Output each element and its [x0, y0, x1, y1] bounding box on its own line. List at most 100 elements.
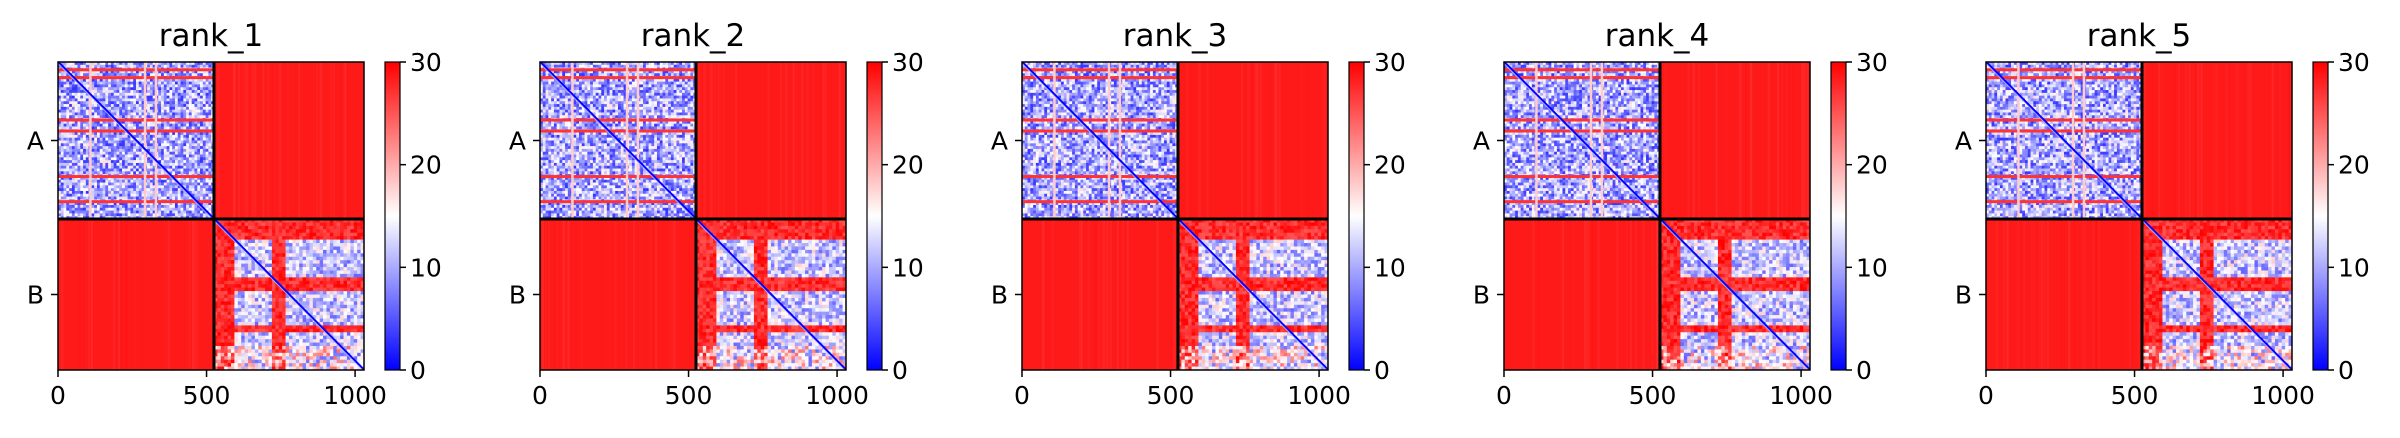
- cell-a: [130, 157, 134, 161]
- cell-a: [124, 140, 129, 144]
- cell-a: [163, 210, 168, 214]
- cell-a: [133, 207, 137, 212]
- cell-b: [343, 363, 348, 368]
- cell-a: [149, 182, 154, 186]
- cell-a: [169, 87, 173, 91]
- cell-a: [174, 84, 179, 88]
- cell-a: [69, 84, 73, 88]
- cell-a: [183, 210, 187, 214]
- cell-a: [183, 151, 187, 156]
- cell-b: [302, 349, 307, 354]
- cell-a: [172, 104, 176, 108]
- cell-a: [63, 70, 67, 74]
- cell-a: [60, 190, 65, 195]
- cell-b: [340, 294, 345, 299]
- cell-a: [191, 78, 196, 83]
- cell-b: [333, 249, 338, 254]
- cell-a: [186, 84, 190, 88]
- cell-b: [231, 270, 236, 275]
- cell-b: [282, 267, 287, 272]
- cell-b: [299, 291, 304, 296]
- cell-b: [309, 256, 314, 261]
- cell-a: [74, 109, 79, 114]
- cell-b: [288, 232, 293, 237]
- cell-a: [113, 123, 118, 128]
- cell-b: [227, 280, 232, 285]
- cell-a: [119, 182, 123, 186]
- cell-a: [166, 185, 171, 189]
- cell-b: [251, 253, 256, 258]
- cell-a: [208, 106, 212, 111]
- cell-a: [183, 92, 187, 97]
- cell-b: [288, 284, 293, 289]
- cell-a: [96, 106, 101, 111]
- cell-b: [353, 321, 358, 326]
- cell-a: [180, 115, 184, 119]
- cell-a: [110, 78, 115, 83]
- cell-a: [183, 140, 187, 144]
- cell-a: [85, 134, 90, 139]
- cell-a: [102, 70, 106, 74]
- cell-a: [158, 148, 162, 153]
- cell-b: [299, 256, 304, 261]
- cell-b: [265, 256, 270, 261]
- cell-b: [261, 260, 266, 265]
- cell-a: [197, 92, 201, 97]
- cell-a: [152, 109, 157, 114]
- cell-a: [163, 190, 168, 195]
- cell-a: [69, 176, 73, 181]
- cell-a: [116, 126, 120, 130]
- cell-b: [295, 249, 300, 254]
- cell-a: [188, 112, 193, 116]
- cell-a: [166, 81, 171, 86]
- cell-a: [113, 188, 118, 192]
- cell-a: [110, 196, 115, 200]
- cell-a: [172, 78, 176, 83]
- cell-b: [231, 321, 236, 326]
- cell-a: [69, 62, 73, 66]
- cell-a: [83, 171, 87, 175]
- cell-a: [208, 126, 212, 130]
- cell-a: [94, 123, 98, 128]
- cell-b: [224, 308, 229, 313]
- cell-a: [194, 204, 198, 209]
- cell-b: [231, 284, 236, 289]
- cell-a: [141, 62, 145, 66]
- cell-b: [220, 366, 225, 370]
- cell-a: [116, 112, 120, 116]
- cell-b: [333, 352, 338, 357]
- cell-b: [261, 356, 266, 361]
- cell-a: [69, 182, 73, 186]
- cell-b: [312, 232, 317, 237]
- cell-a: [60, 106, 65, 111]
- cell-a: [122, 182, 126, 186]
- cell-a: [63, 182, 67, 186]
- cell-a: [141, 109, 145, 114]
- cell-a: [113, 213, 118, 217]
- cell-b: [319, 328, 324, 333]
- cell-b: [224, 253, 229, 258]
- cell-b: [237, 225, 242, 230]
- cell-a: [102, 193, 106, 198]
- cell-a: [166, 78, 171, 83]
- cell-b: [271, 284, 276, 289]
- cell-b: [323, 308, 328, 313]
- cell-b: [261, 273, 266, 278]
- cell-b: [224, 294, 229, 299]
- cell-a: [138, 101, 143, 105]
- cell-b: [261, 363, 266, 368]
- cell-a: [163, 78, 168, 83]
- cell-a: [188, 106, 193, 111]
- cell-b: [213, 308, 218, 313]
- cell-a: [122, 140, 126, 144]
- cell-b: [312, 363, 317, 368]
- cell-b: [248, 332, 253, 337]
- cell-b: [254, 280, 259, 285]
- cell-a: [91, 109, 95, 114]
- cell-a: [186, 137, 190, 142]
- cell-a: [208, 193, 212, 198]
- cell-b: [306, 225, 311, 230]
- cell-a: [188, 168, 193, 172]
- cell-a: [152, 90, 157, 94]
- cell-a: [99, 146, 104, 150]
